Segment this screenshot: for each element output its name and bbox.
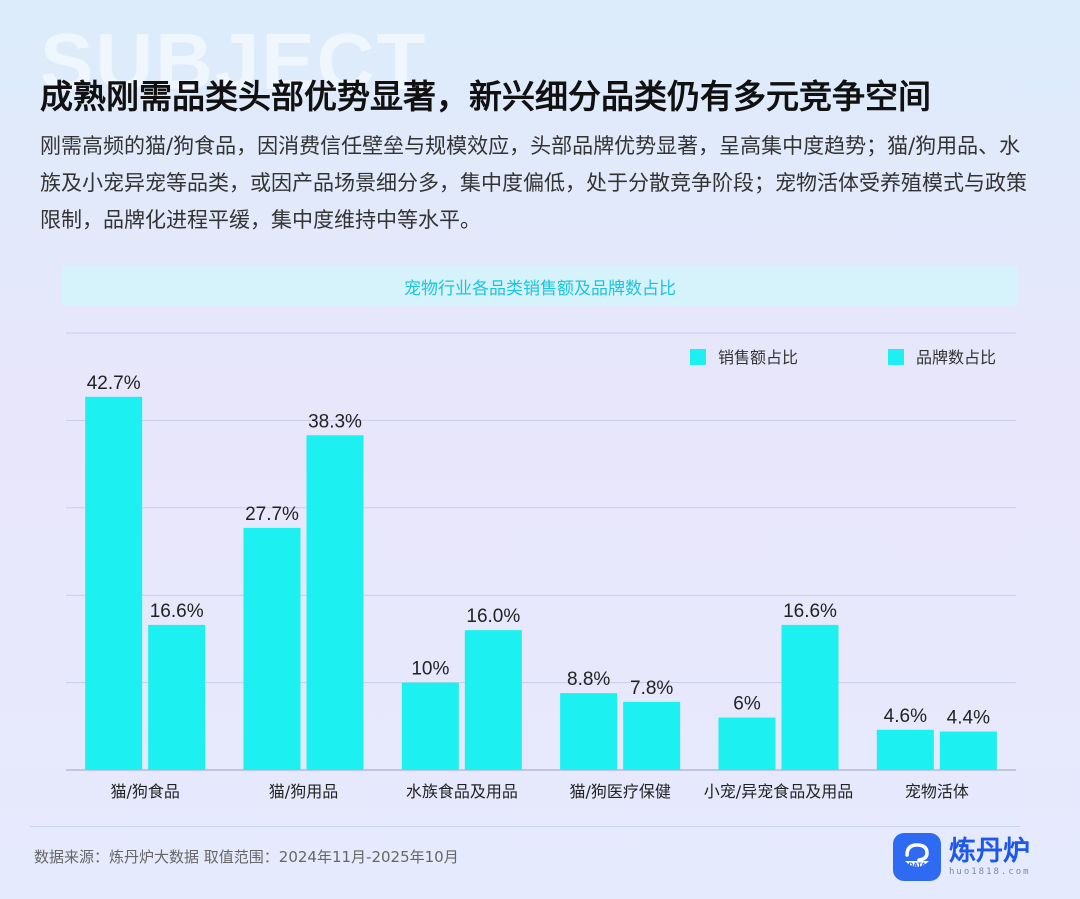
legend-swatch <box>888 349 904 365</box>
data-label: 6% <box>733 694 761 715</box>
bar <box>718 717 776 770</box>
category-label: 猫/狗用品 <box>269 782 338 801</box>
page-title: 成熟刚需品类头部优势显著，新兴细分品类仍有多元竞争空间 <box>40 77 931 116</box>
brand-logo: DATA 炼丹炉 huo1818.com <box>893 833 1031 881</box>
data-label: 7.8% <box>630 678 673 699</box>
bar <box>939 731 997 770</box>
bar <box>623 701 681 770</box>
data-label: 38.3% <box>308 411 362 432</box>
bar <box>876 729 934 770</box>
logo-icon: DATA <box>893 833 941 881</box>
category-label: 猫/狗医疗保健 <box>569 782 670 801</box>
chart-title-bar: 宠物行业各品类销售额及品牌数占比 <box>62 266 1018 306</box>
category-label: 宠物活体 <box>905 782 969 801</box>
bar <box>464 630 522 770</box>
logo-badge-text: DATA <box>908 862 926 869</box>
legend-label: 品牌数占比 <box>916 348 996 367</box>
bar <box>243 527 301 770</box>
logo-name: 炼丹炉 <box>949 836 1030 867</box>
logo-url: huo1818.com <box>949 867 1031 877</box>
category-label: 小宠/异宠食品及用品 <box>704 782 853 801</box>
bar <box>781 624 839 770</box>
bar <box>401 682 459 770</box>
data-label: 42.7% <box>87 373 141 394</box>
data-source-note: 数据来源：炼丹炉大数据 取值范围：2024年11月-2025年10月 <box>34 848 459 866</box>
data-label: 27.7% <box>245 504 299 525</box>
bar <box>148 624 206 770</box>
legend-label: 销售额占比 <box>718 348 798 367</box>
data-label: 4.6% <box>884 706 927 727</box>
data-label: 4.4% <box>947 708 990 729</box>
data-label: 16.6% <box>783 601 837 622</box>
bar <box>306 435 364 770</box>
category-label: 水族食品及用品 <box>406 782 518 801</box>
chart-title: 宠物行业各品类销售额及品牌数占比 <box>404 278 676 299</box>
subject-watermark: SUBJECT <box>40 17 428 106</box>
data-label: 16.6% <box>150 601 204 622</box>
page-description: 刚需高频的猫/狗食品，因消费信任壁垒与规模效应，头部品牌优势显著，呈高集中度趋势… <box>40 134 1027 232</box>
legend-swatch <box>690 349 706 365</box>
data-label: 8.8% <box>567 669 610 690</box>
footer-divider <box>30 826 1020 827</box>
data-label: 10% <box>411 659 449 680</box>
data-label: 16.0% <box>466 606 520 627</box>
category-label: 猫/狗食品 <box>110 782 179 801</box>
bar <box>560 693 618 770</box>
bar <box>85 396 143 770</box>
